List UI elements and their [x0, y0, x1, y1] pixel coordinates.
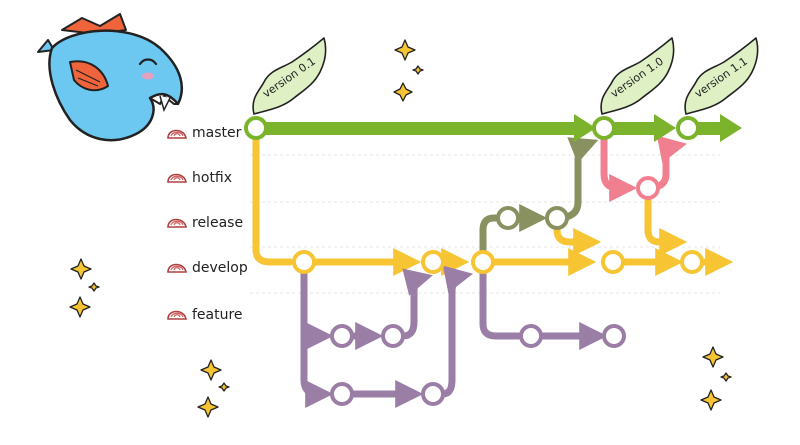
commit-node — [636, 176, 660, 200]
branch-row-develop: develop — [167, 260, 248, 276]
commit-node — [330, 382, 354, 406]
leaf-tag-icon — [252, 37, 327, 115]
commit-node — [602, 324, 626, 348]
commit-node — [601, 250, 625, 274]
commit-node — [680, 250, 704, 274]
leaf-tag-icon — [600, 37, 675, 115]
branch-label-feature: feature — [192, 307, 243, 323]
hotfix-branch-lines — [600, 124, 687, 202]
commit-node — [592, 116, 616, 140]
branch-row-master: master — [167, 125, 242, 141]
version-tag-1-0: version 1.0 — [600, 37, 675, 115]
branch-label-release: release — [192, 215, 243, 231]
develop-branch-lines — [252, 124, 734, 276]
commit-node — [421, 382, 445, 406]
branch-legend: master hotfix release develop — [167, 125, 248, 323]
commit-node — [545, 206, 569, 230]
commit-node — [292, 250, 316, 274]
shell-icon — [167, 218, 187, 228]
branch-row-release: release — [167, 215, 243, 231]
commit-node — [421, 250, 445, 274]
commit-node — [519, 324, 543, 348]
commit-node — [676, 116, 700, 140]
commit-node — [471, 250, 495, 274]
branch-label-hotfix: hotfix — [192, 170, 232, 186]
branch-row-hotfix: hotfix — [167, 170, 232, 186]
commit-node — [330, 324, 354, 348]
branch-row-feature: feature — [167, 307, 243, 323]
version-tag-1-1: version 1.1 — [684, 37, 759, 115]
commit-nodes — [244, 116, 704, 406]
shell-icon — [167, 173, 187, 183]
sparkle-icons — [69, 39, 732, 418]
commit-node — [381, 324, 405, 348]
commit-node — [244, 116, 268, 140]
master-branch-line — [256, 114, 742, 142]
fish-mascot-icon — [37, 13, 184, 142]
shell-icon — [167, 263, 187, 273]
shell-icon — [167, 129, 187, 139]
branch-label-master: master — [192, 125, 242, 141]
version-tag-0-1: version 0.1 — [252, 37, 327, 115]
commit-node — [496, 206, 520, 230]
branch-label-develop: develop — [192, 260, 248, 276]
shell-icon — [167, 310, 187, 320]
leaf-tag-icon — [684, 37, 759, 115]
feature-branch-lines — [300, 258, 608, 408]
